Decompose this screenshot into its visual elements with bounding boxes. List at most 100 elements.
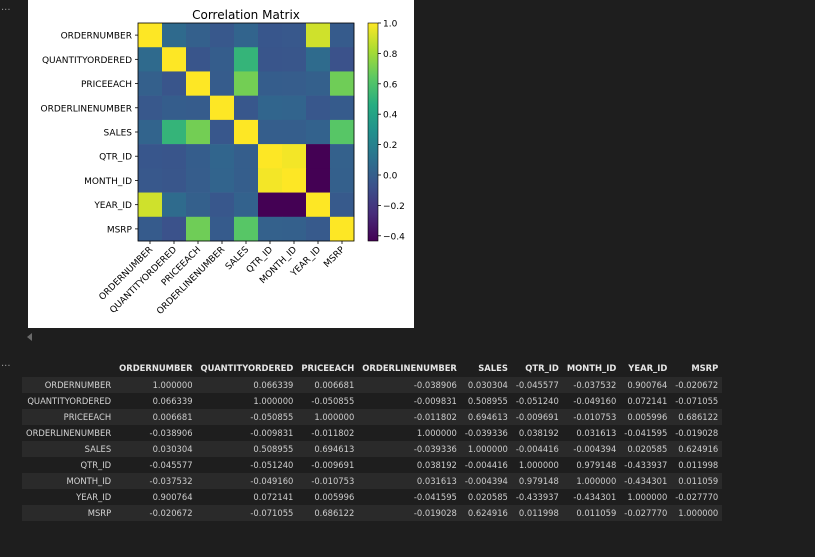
table-row: ORDERNUMBER 1.000000 0.066339 0.006681 -0.03… — [22, 377, 723, 393]
table-cell: 1.000000 — [253, 396, 294, 406]
colorbar-tick-label: 0.8 — [383, 50, 398, 60]
table-cell: -0.004416 — [464, 460, 508, 470]
heatmap-cell — [210, 47, 235, 72]
table-cell: 0.072141 — [627, 396, 668, 406]
heatmap-cell — [330, 119, 355, 145]
heatmap-cell — [234, 168, 259, 193]
x-axis-labels: ORDERNUMBERQUANTITYORDEREDPRICEEACHORDER… — [98, 241, 348, 317]
heatmap-cell — [138, 47, 163, 72]
table-cell: -0.051240 — [250, 460, 294, 470]
row-label: ORDERNUMBER — [44, 380, 112, 390]
heatmap-cell — [234, 192, 259, 218]
heatmap-cell — [210, 119, 235, 145]
table-cell: 0.979148 — [518, 476, 559, 486]
heatmap-cell — [258, 119, 283, 145]
table-cell: -0.434301 — [573, 492, 617, 502]
heatmap-cell — [282, 47, 307, 72]
heatmap-cell — [258, 71, 283, 96]
column-header: QTR_ID — [511, 358, 563, 377]
heatmap-cell — [330, 23, 355, 48]
heatmap-cell — [234, 71, 259, 96]
table-cell: 0.020585 — [627, 444, 668, 454]
column-header: MONTH_ID — [562, 358, 621, 377]
table-cell: 0.031613 — [576, 428, 617, 438]
heatmap-cell — [138, 192, 163, 218]
table-cell: -0.039336 — [413, 444, 457, 454]
table-row: ORDERLINENUMBER -0.038906 -0.009831 -0.0118… — [22, 425, 723, 441]
table-cell: -0.041595 — [624, 428, 668, 438]
colorbar-tick-label: −0.4 — [383, 232, 405, 242]
table-cell: 0.030304 — [152, 444, 193, 454]
heatmap-cell — [138, 144, 163, 169]
table-row: YEAR_ID 0.900764 0.072141 0.005996 -0.041595… — [22, 489, 723, 505]
scroll-left-arrow-icon[interactable] — [27, 333, 32, 341]
colorbar-tick-label: 0.2 — [383, 141, 397, 151]
heatmap-cell — [258, 95, 283, 121]
heatmap-cell — [330, 71, 355, 96]
table-cell: -0.019028 — [413, 508, 457, 518]
heatmap-cell — [330, 192, 355, 218]
row-label: QUANTITYORDERED — [27, 396, 112, 406]
colorbar-tick-label: 0.6 — [383, 80, 398, 90]
table-cell: 0.694613 — [467, 412, 508, 422]
heatmap-cell — [138, 23, 163, 48]
table-cell: 1.000000 — [678, 508, 719, 518]
correlation-table: ORDERNUMBER QUANTITYORDERED PRICEEACH ORDER… — [22, 358, 723, 521]
heatmap-cell — [162, 95, 187, 121]
table-cell: -0.004416 — [515, 444, 559, 454]
table-cell: 0.624916 — [678, 444, 719, 454]
table-cell: 1.000000 — [627, 492, 668, 502]
table-cell: -0.004394 — [573, 444, 617, 454]
heatmap-cell — [282, 71, 307, 96]
y-tick-label: MSRP — [107, 225, 133, 235]
table-cell: 0.066339 — [152, 396, 193, 406]
table-cell: -0.009691 — [311, 460, 355, 470]
heatmap-cell — [234, 47, 259, 72]
table-cell: 0.011059 — [678, 476, 719, 486]
chart-title: Correlation Matrix — [192, 8, 300, 22]
heatmap-cell — [234, 216, 259, 242]
heatmap-cell — [186, 192, 211, 218]
table-cell: -0.071055 — [675, 396, 719, 406]
table-cell: 0.005996 — [314, 492, 355, 502]
table-cell: -0.010753 — [573, 412, 617, 422]
row-label: PRICEEACH — [63, 412, 112, 422]
colorbar-tick-label: −0.2 — [383, 202, 405, 212]
heatmap-cell — [138, 95, 163, 121]
heatmap-cell — [210, 23, 235, 48]
correlation-heatmap-svg: Correlation Matrix ORDERNUMBER QUANTITYOR… — [41, 8, 406, 317]
column-header: ORDERNUMBER — [115, 358, 197, 377]
column-header: ORDERLINENUMBER — [358, 358, 461, 377]
colorbar-tick-label: 0.4 — [383, 111, 398, 121]
table-cell: -0.071055 — [250, 508, 294, 518]
table-cell: 0.686122 — [678, 412, 719, 422]
cell-output-marker[interactable]: ... — [1, 2, 11, 13]
y-tick-label: MONTH_ID — [84, 177, 132, 187]
table-cell: 0.072141 — [253, 492, 294, 502]
table-cell: -0.051240 — [515, 396, 559, 406]
heatmap-cell — [186, 71, 211, 96]
table-row: QTR_ID -0.045577 -0.051240 -0.009691 0.03819… — [22, 457, 723, 473]
table-cell: 0.005996 — [627, 412, 668, 422]
table-cell: -0.049160 — [250, 476, 294, 486]
heatmap-cell — [138, 216, 163, 242]
table-cell: 0.508955 — [467, 396, 508, 406]
heatmap-cell — [282, 168, 307, 193]
table-cell: -0.010753 — [311, 476, 355, 486]
cell-output-marker[interactable]: ... — [1, 358, 11, 369]
table-cell: 0.030304 — [467, 380, 508, 390]
table-cell: -0.037532 — [573, 380, 617, 390]
table-cell: -0.009691 — [515, 412, 559, 422]
heatmap-cell — [306, 119, 331, 145]
table-cell: -0.433937 — [624, 460, 668, 470]
heatmap-cell — [210, 71, 235, 96]
heatmap-cell — [186, 144, 211, 169]
heatmap-cell — [138, 71, 163, 96]
heatmap-cell — [234, 119, 259, 145]
heatmap-cell — [306, 71, 331, 96]
table-cell: -0.011802 — [311, 428, 355, 438]
table-cell: 0.900764 — [627, 380, 668, 390]
heatmap-cell — [162, 192, 187, 218]
heatmap-cell — [234, 144, 259, 169]
heatmap-cell — [162, 71, 187, 96]
